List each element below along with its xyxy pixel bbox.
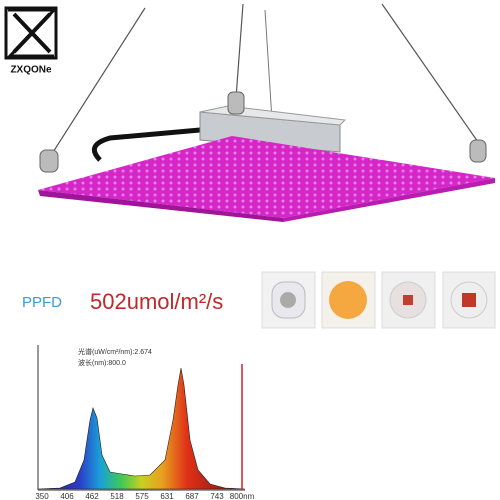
logo: ZXQONe: [4, 6, 58, 76]
grow-light: [38, 3, 495, 222]
x-tick-label: 406: [60, 492, 74, 500]
spectrum-readout: 光谱(uW/cm²/nm):2.674: [78, 347, 152, 356]
x-tick-label: 631: [160, 492, 174, 500]
ppfd-label: PPFD: [22, 294, 62, 311]
x-tick-label: 687: [185, 492, 199, 500]
spectrum-chart: 光谱(uW/cm²/nm):2.674 波长(nm):800.0 350 406 4…: [35, 345, 255, 500]
x-tick-label: 518: [110, 492, 124, 500]
ppfd-value: 502umol/m²/s: [90, 289, 223, 314]
led-chips: [261, 271, 496, 329]
x-tick-label: 800nm: [230, 492, 255, 500]
brand: ZXQONe: [10, 65, 52, 76]
x-tick-label: 575: [135, 492, 149, 500]
x-tick-label: 350: [35, 492, 49, 500]
spectrum-readout: 波长(nm):800.0: [78, 358, 126, 367]
x-tick-label: 462: [85, 492, 99, 500]
x-tick-label: 743: [210, 492, 224, 500]
